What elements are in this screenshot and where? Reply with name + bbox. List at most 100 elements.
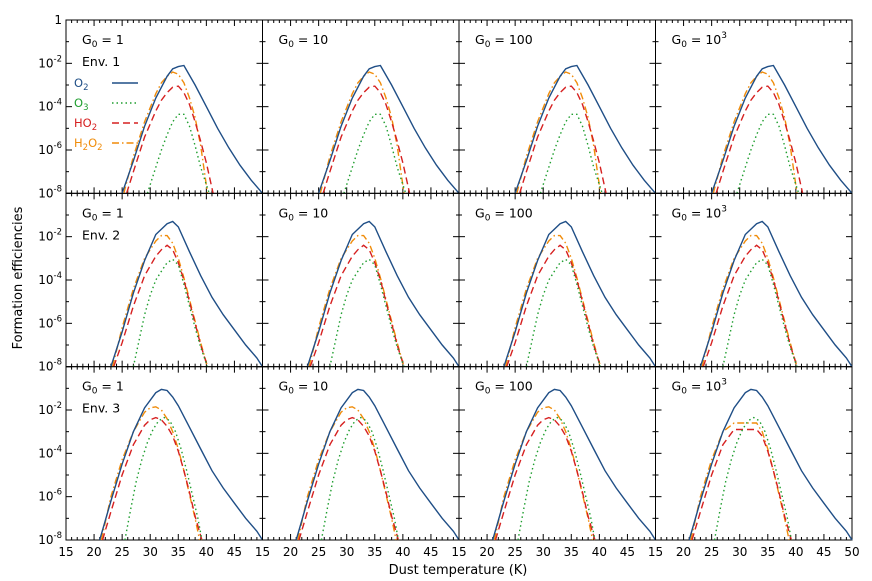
series-o2-line (295, 388, 460, 541)
series-ho2-line (691, 428, 793, 541)
series-o3-line (736, 113, 800, 194)
panel-r1-c1: 1 10-2 10-4 10-6 10-8 G0 = 1 Env. 1 O2 O3 HO2 H2O2 (38, 13, 264, 200)
x-tick-label: 25 (508, 545, 523, 559)
series-ho2-line (101, 416, 203, 541)
panel-g0-label: G0 = 103 (672, 378, 727, 397)
series-o3-line (124, 416, 203, 541)
series-o2-line (503, 220, 657, 368)
panel-g0-label: G0 = 10 (279, 32, 329, 50)
y-tick-label: 10-4 (38, 444, 62, 460)
panel-r2-c1: 10-2 10-4 10-6 10-8 G0 = 1 Env. 2 (38, 192, 264, 374)
x-tick-label: 25 (311, 545, 326, 559)
x-tick-label: 40 (199, 545, 214, 559)
panel-env-label: Env. 1 (82, 54, 120, 69)
series-o3-line (713, 416, 793, 541)
series-o3-line (722, 258, 798, 367)
series-h2o2-line (111, 234, 209, 367)
panel-g0-label: G0 = 10 (279, 205, 329, 223)
series-o3-line (146, 113, 210, 194)
x-tick-label: 35 (564, 545, 579, 559)
y-tick-label: 10-8 (38, 358, 62, 374)
x-tick-label: 45 (816, 545, 831, 559)
series-ho2-line (309, 244, 405, 367)
series-h2o2-line (712, 71, 798, 194)
y-tick-label: 10-2 (38, 401, 62, 417)
y-tick-label: 10-2 (38, 228, 62, 244)
x-tick-label: 20 (479, 545, 494, 559)
series-o2-line (699, 220, 853, 368)
panel-r2-c2: G0 = 10 (262, 192, 460, 368)
x-tick-label: 40 (788, 545, 803, 559)
series-o2-line (317, 64, 460, 194)
panel-env-label: Env. 2 (82, 227, 120, 242)
x-tick-label: 40 (395, 545, 410, 559)
legend-label-ho2: HO2 (74, 116, 97, 133)
series-h2o2-line (319, 71, 405, 194)
series-o2-line (110, 220, 264, 368)
panel-r2-c3: G0 = 100 (458, 192, 657, 368)
x-tick-label: 50 (844, 545, 859, 559)
x-axis-title: Dust temperature (K) (389, 563, 528, 578)
series-o3-line (539, 113, 603, 194)
series-ho2-line (125, 85, 214, 194)
x-tick-label: 45 (423, 545, 438, 559)
y-tick-label: 10-2 (38, 54, 62, 70)
x-tick-label: 20 (86, 545, 101, 559)
series-ho2-line (702, 244, 798, 367)
series-o3-line (517, 416, 596, 541)
series-h2o2-line (516, 71, 602, 194)
series-o3-line (525, 258, 602, 367)
series-ho2-line (518, 85, 607, 194)
y-tick-label: 10-6 (38, 141, 62, 157)
series-ho2-line (113, 244, 209, 367)
series-ho2-line (298, 416, 400, 541)
panel-r3-c3: 15 20 25 30 35 40 45 G0 = 100 (451, 366, 657, 559)
y-tick-label: 10-8 (38, 531, 62, 547)
series-o2-line (514, 64, 657, 194)
x-tick-label: 15 (648, 545, 663, 559)
x-tick-label: 35 (171, 545, 186, 559)
x-tick-label: 45 (227, 545, 242, 559)
x-tick-label: 40 (592, 545, 607, 559)
series-h2o2-line (504, 234, 602, 367)
series-o2-line (306, 220, 460, 368)
series-o2-line (492, 388, 657, 541)
panel-g0-label: G0 = 103 (672, 204, 727, 223)
series-o2-line (688, 388, 853, 541)
panel-g0-label: G0 = 100 (475, 205, 533, 223)
x-tick-label: 20 (283, 545, 298, 559)
panel-r1-c4: G0 = 103 (655, 19, 853, 194)
series-o2-line (710, 64, 853, 194)
y-tick-label: 1 (54, 13, 62, 27)
series-h2o2-line (701, 234, 798, 367)
panel-r3-c2: 15 20 25 30 35 40 45 G0 = 10 (255, 366, 460, 559)
series-o3-line (343, 113, 407, 194)
panel-grid: 1 10-2 10-4 10-6 10-8 G0 = 1 Env. 1 O2 O3 HO2 H2O2… (38, 13, 859, 559)
series-h2o2-line (308, 234, 405, 367)
x-tick-label: 30 (339, 545, 354, 559)
x-tick-label: 30 (536, 545, 551, 559)
series-ho2-line (715, 85, 804, 194)
series-ho2-line (322, 85, 411, 194)
panel-r1-c2: G0 = 10 (262, 19, 460, 194)
series-ho2-line (494, 416, 596, 541)
x-tick-label: 35 (760, 545, 775, 559)
y-tick-label: 10-6 (38, 314, 62, 330)
legend-label-o3: O3 (74, 96, 88, 113)
y-axis-title: Formation efficiencies (11, 206, 26, 349)
panel-g0-label: G0 = 100 (475, 32, 533, 50)
panel-env-label: Env. 3 (82, 401, 120, 416)
series-o3-line (132, 258, 209, 367)
x-tick-label: 15 (255, 545, 270, 559)
panel-g0-label: G0 = 103 (672, 31, 727, 50)
series-o3-line (320, 416, 400, 541)
x-tick-label: 30 (143, 545, 158, 559)
x-tick-label: 25 (704, 545, 719, 559)
series-ho2-line (506, 244, 602, 367)
series-o2-line (121, 64, 264, 194)
x-tick-label: 30 (732, 545, 747, 559)
x-tick-label: 15 (58, 545, 73, 559)
series-h2o2-line (690, 422, 790, 541)
y-tick-label: 10-8 (38, 184, 62, 200)
